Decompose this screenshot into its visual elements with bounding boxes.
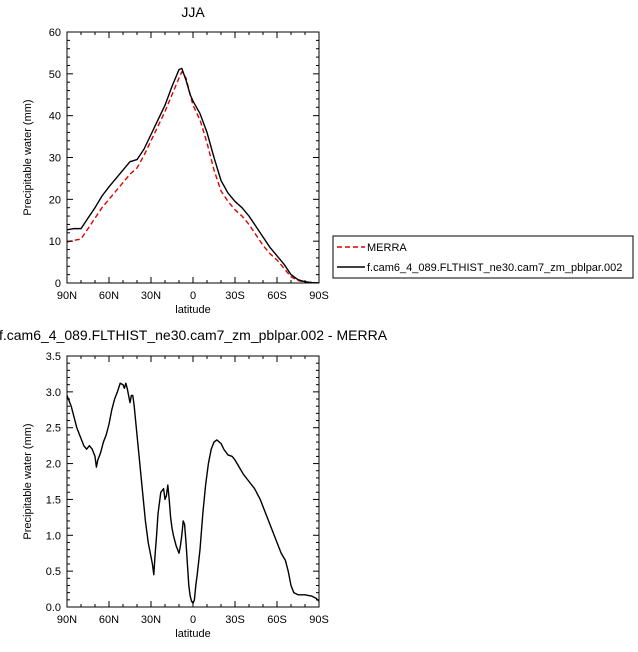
x-tick-label: 60N — [99, 614, 119, 626]
x-tick-label: 60S — [267, 614, 287, 626]
x-tick-label: 30N — [141, 290, 161, 302]
x-tick-label: 90N — [57, 614, 77, 626]
y-axis-label: Precipitable water (mm) — [22, 99, 34, 215]
x-tick-label: 90S — [309, 290, 329, 302]
chart-title: f.cam6_4_089.FLTHIST_ne30.cam7_zm_pblpar… — [0, 327, 388, 343]
x-tick-label: 30N — [141, 614, 161, 626]
x-tick-label: 0 — [190, 290, 196, 302]
y-tick-label: 20 — [49, 194, 61, 206]
x-tick-label: 60S — [267, 290, 287, 302]
y-tick-label: 30 — [49, 153, 61, 165]
y-tick-label: 2.0 — [46, 459, 61, 471]
legend-label: f.cam6_4_089.FLTHIST_ne30.cam7_zm_pblpar… — [367, 262, 622, 274]
y-tick-label: 10 — [49, 236, 61, 248]
x-axis-label: latitude — [175, 628, 210, 640]
chart-1: JJA 90N 60N 30N 0 30S 60S 90S 0 10 20 30 40 50 60 latit… — [22, 4, 634, 316]
chart-title: JJA — [181, 4, 205, 20]
legend: MERRA f.cam6_4_089.FLTHIST_ne30.cam7_zm_p… — [332, 235, 634, 279]
y-tick-label: 0.5 — [46, 566, 61, 578]
y-tick-label: 1.0 — [46, 530, 61, 542]
y-tick-label: 0 — [55, 278, 61, 290]
x-tick-label: 30S — [225, 290, 245, 302]
y-tick-label: 2.5 — [46, 423, 61, 435]
legend-box — [332, 235, 634, 279]
y-tick-label: 3.5 — [46, 351, 61, 363]
y-tick-label: 3.0 — [46, 387, 61, 399]
y-tick-label: 40 — [49, 111, 61, 123]
y-axis-label: Precipitable water (mm) — [22, 423, 34, 539]
y-tick-label: 60 — [49, 27, 61, 39]
plot-frame — [66, 355, 320, 608]
x-tick-label: 60N — [99, 290, 119, 302]
legend-label: MERRA — [367, 242, 407, 254]
x-tick-label: 30S — [225, 614, 245, 626]
y-tick-label: 1.5 — [46, 494, 61, 506]
x-tick-label: 90S — [309, 614, 329, 626]
series-line-2 — [67, 67, 319, 283]
x-tick-label: 0 — [190, 614, 196, 626]
x-axis-label: latitude — [175, 304, 210, 316]
y-tick-label: 0.0 — [46, 602, 61, 614]
series-line-1 — [67, 382, 319, 605]
x-tick-label: 90N — [57, 290, 77, 302]
chart-2: f.cam6_4_089.FLTHIST_ne30.cam7_zm_pblpar… — [0, 327, 388, 640]
plot-frame — [66, 31, 320, 284]
series-line-1 — [67, 71, 319, 283]
y-tick-label: 50 — [49, 69, 61, 81]
